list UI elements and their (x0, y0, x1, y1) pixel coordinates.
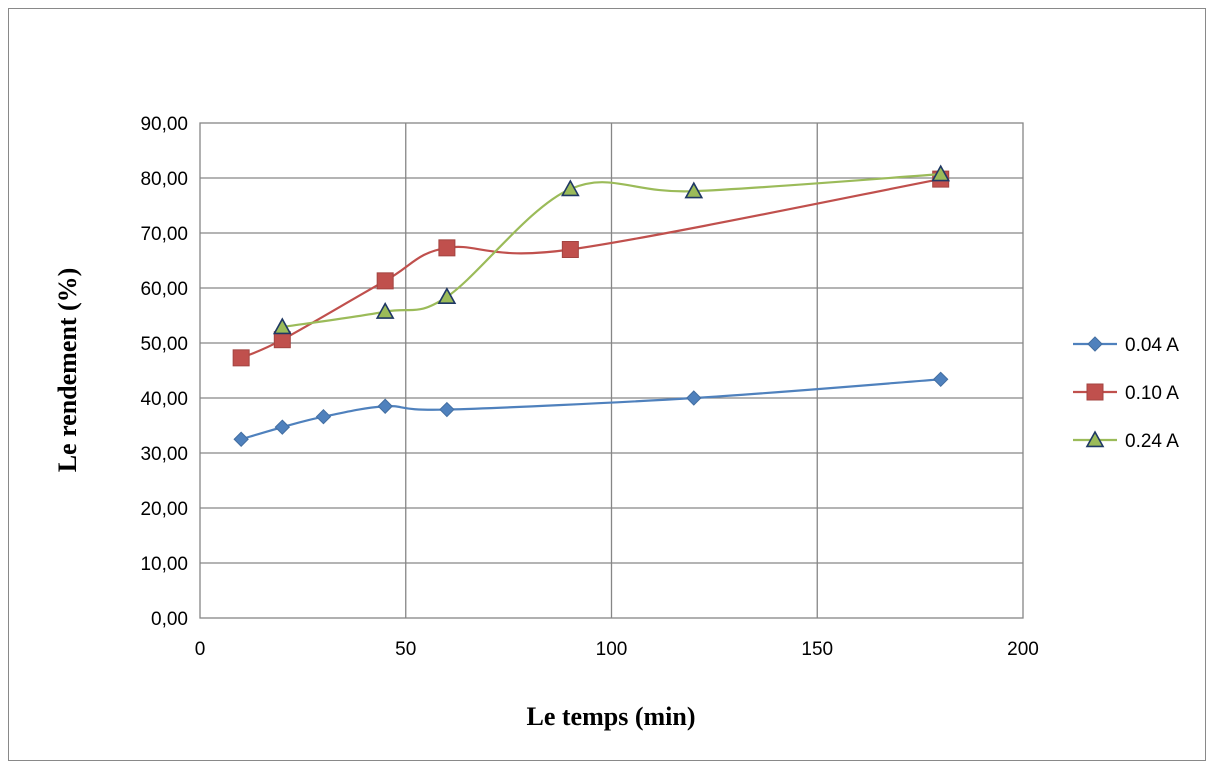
x-tick-label: 50 (395, 639, 416, 660)
legend-label: 0.04 A (1125, 335, 1179, 356)
chart-frame (8, 8, 1206, 761)
data-point-diamond (932, 371, 949, 388)
plot-area (199, 122, 1024, 619)
series-0-04-a (233, 371, 949, 447)
x-tick-label: 0 (195, 639, 206, 660)
tick-labels: 0,00 10,00 20,00 30,00 40,00 50,00 60,00 70,00 8… (140, 114, 1038, 660)
legend-label: 0.10 A (1125, 383, 1179, 404)
data-point-diamond (315, 408, 332, 425)
data-point-diamond (233, 431, 249, 447)
data-point-diamond (274, 419, 291, 435)
data-point-square (438, 239, 456, 257)
data-point-diamond (686, 390, 702, 406)
grid (200, 123, 1023, 618)
x-tick-label: 200 (1007, 639, 1039, 660)
legend-marker-diamond (1087, 336, 1103, 352)
x-axis-title: Le temps (min) (527, 702, 696, 731)
y-axis-title: Le rendement (%) (53, 268, 82, 473)
y-tick-label: 90,00 (140, 114, 188, 135)
data-point-diamond (439, 401, 455, 418)
legend: 0.04 A 0.10 A 0.24 A (1073, 335, 1179, 452)
legend-item: 0.24 A (1073, 430, 1179, 452)
y-tick-label: 70,00 (140, 224, 188, 245)
data-point-triangle (375, 302, 395, 319)
y-tick-label: 20,00 (140, 499, 188, 520)
series-0-10-a (232, 170, 950, 367)
data-point-triangle (931, 164, 951, 182)
data-point-square (376, 272, 394, 290)
series-line (240, 378, 941, 441)
data-point-square (232, 349, 250, 367)
data-point-triangle (272, 317, 292, 335)
legend-label: 0.24 A (1125, 431, 1179, 452)
y-tick-label: 50,00 (140, 334, 188, 355)
legend-item: 0.10 A (1073, 383, 1179, 404)
legend-marker-square (1086, 383, 1104, 401)
data-point-triangle (437, 287, 457, 305)
y-tick-label: 40,00 (140, 389, 188, 410)
data-point-diamond (377, 398, 393, 414)
y-tick-label: 0,00 (151, 609, 188, 630)
y-tick-label: 30,00 (140, 444, 188, 465)
series-layer (232, 164, 951, 447)
data-point-triangle (560, 179, 580, 197)
legend-marker-triangle (1085, 430, 1105, 448)
x-tick-label: 100 (596, 639, 628, 660)
series-line (240, 178, 941, 359)
data-point-triangle (684, 181, 704, 199)
y-tick-label: 80,00 (140, 169, 188, 190)
data-point-square (561, 241, 579, 258)
y-tick-label: 60,00 (140, 279, 188, 300)
series-0-24-a (272, 164, 951, 335)
x-tick-label: 150 (801, 639, 833, 660)
legend-item: 0.04 A (1073, 335, 1179, 356)
y-tick-label: 10,00 (140, 554, 188, 575)
